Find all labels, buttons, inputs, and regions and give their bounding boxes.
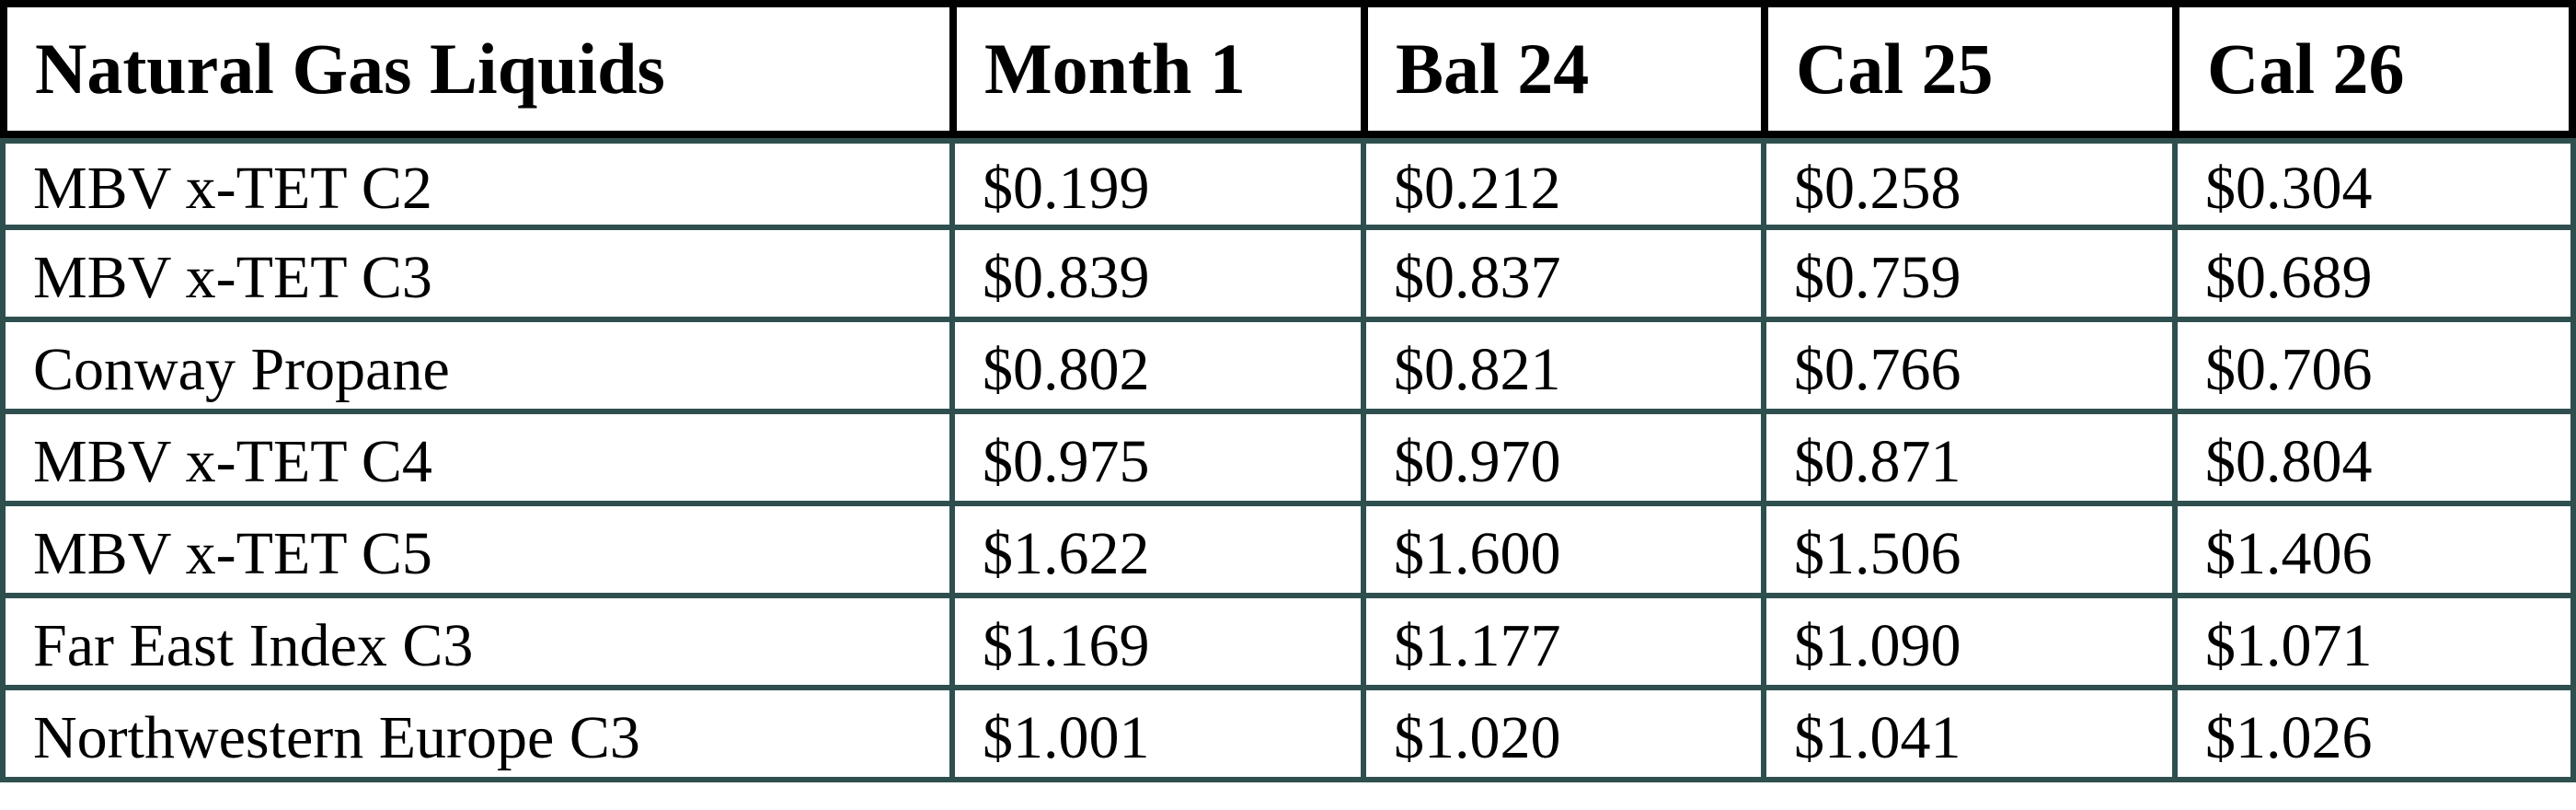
table-row: Far East Index C3 $1.169 $1.177 $1.090 $… [0, 598, 2576, 690]
header-row: Natural Gas Liquids Month 1 Bal 24 Cal 2… [0, 0, 2576, 138]
price-cell: $0.199 [949, 138, 1361, 230]
price-cell: $1.090 [1761, 598, 2172, 690]
table-row: MBV x-TET C3 $0.839 $0.837 $0.759 $0.689 [0, 230, 2576, 322]
price-cell: $1.020 [1361, 690, 1761, 782]
price-cell: $1.406 [2172, 506, 2576, 598]
price-cell: $0.212 [1361, 138, 1761, 230]
row-label: MBV x-TET C2 [0, 138, 949, 230]
row-label: Far East Index C3 [0, 598, 949, 690]
row-label: Northwestern Europe C3 [0, 690, 949, 782]
table-row: Conway Propane $0.802 $0.821 $0.766 $0.7… [0, 322, 2576, 414]
price-cell: $1.026 [2172, 690, 2576, 782]
price-cell: $0.804 [2172, 414, 2576, 506]
ngl-price-table: Natural Gas Liquids Month 1 Bal 24 Cal 2… [0, 0, 2576, 782]
row-label: Conway Propane [0, 322, 949, 414]
row-label: MBV x-TET C5 [0, 506, 949, 598]
table-row: MBV x-TET C2 $0.199 $0.212 $0.258 $0.304 [0, 138, 2576, 230]
price-cell: $0.837 [1361, 230, 1761, 322]
column-header-cal-25: Cal 25 [1761, 0, 2172, 138]
row-label: MBV x-TET C3 [0, 230, 949, 322]
price-cell: $0.766 [1761, 322, 2172, 414]
price-cell: $1.169 [949, 598, 1361, 690]
table-body: MBV x-TET C2 $0.199 $0.212 $0.258 $0.304… [0, 138, 2576, 782]
price-cell: $1.506 [1761, 506, 2172, 598]
price-cell: $0.970 [1361, 414, 1761, 506]
price-cell: $0.258 [1761, 138, 2172, 230]
column-header-month-1: Month 1 [949, 0, 1361, 138]
row-label: MBV x-TET C4 [0, 414, 949, 506]
price-cell: $1.001 [949, 690, 1361, 782]
price-cell: $0.839 [949, 230, 1361, 322]
table-row: MBV x-TET C5 $1.622 $1.600 $1.506 $1.406 [0, 506, 2576, 598]
table-header: Natural Gas Liquids Month 1 Bal 24 Cal 2… [0, 0, 2576, 138]
price-cell: $1.041 [1761, 690, 2172, 782]
price-cell: $0.871 [1761, 414, 2172, 506]
price-cell: $0.706 [2172, 322, 2576, 414]
column-header-bal-24: Bal 24 [1361, 0, 1761, 138]
price-cell: $0.759 [1761, 230, 2172, 322]
column-header-cal-26: Cal 26 [2172, 0, 2576, 138]
price-cell: $0.821 [1361, 322, 1761, 414]
price-cell: $1.177 [1361, 598, 1761, 690]
column-header-natural-gas-liquids: Natural Gas Liquids [0, 0, 949, 138]
price-cell: $0.304 [2172, 138, 2576, 230]
price-cell: $1.071 [2172, 598, 2576, 690]
price-cell: $0.802 [949, 322, 1361, 414]
price-cell: $1.622 [949, 506, 1361, 598]
price-cell: $0.689 [2172, 230, 2576, 322]
table-row: MBV x-TET C4 $0.975 $0.970 $0.871 $0.804 [0, 414, 2576, 506]
price-cell: $0.975 [949, 414, 1361, 506]
price-cell: $1.600 [1361, 506, 1761, 598]
table-row: Northwestern Europe C3 $1.001 $1.020 $1.… [0, 690, 2576, 782]
